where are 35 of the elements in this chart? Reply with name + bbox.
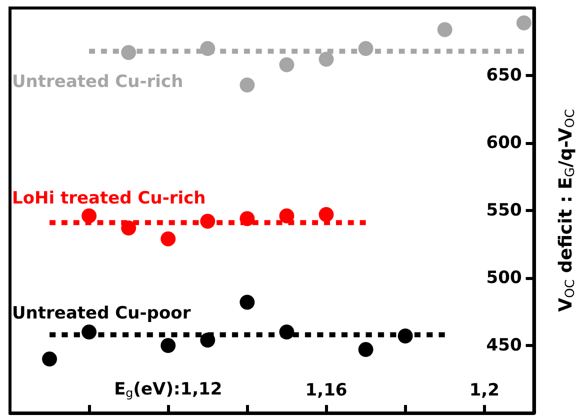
point bbox=[121, 220, 136, 236]
point bbox=[358, 41, 374, 56]
y-tick-label: 500 bbox=[486, 268, 522, 288]
point bbox=[42, 352, 58, 366]
series-label: LoHi treated Cu-rich bbox=[12, 188, 206, 208]
point bbox=[240, 294, 255, 310]
point bbox=[200, 41, 216, 56]
point bbox=[160, 231, 176, 246]
y-tick-label: 550 bbox=[486, 200, 522, 220]
point bbox=[279, 208, 294, 224]
point bbox=[240, 211, 255, 226]
x-tick-label: 1,2 bbox=[469, 380, 500, 400]
point bbox=[160, 338, 176, 353]
point bbox=[240, 77, 255, 92]
x-tick-label: Eg(eV):1,12 bbox=[114, 380, 222, 400]
point bbox=[437, 22, 452, 38]
series-label: Untreated Cu-rich bbox=[12, 72, 184, 92]
y-axis-title: VOC deficit : EG/q-VOC bbox=[555, 108, 577, 312]
point bbox=[121, 45, 136, 60]
point bbox=[82, 324, 97, 340]
point bbox=[82, 208, 97, 224]
point bbox=[279, 324, 294, 340]
point bbox=[398, 328, 413, 344]
point bbox=[358, 342, 374, 358]
series-label: Untreated Cu-poor bbox=[12, 304, 192, 324]
y-tick-label: 450 bbox=[486, 336, 522, 356]
point bbox=[279, 57, 294, 72]
point bbox=[318, 52, 334, 67]
y-tick-label: 600 bbox=[486, 133, 522, 153]
point bbox=[200, 332, 216, 348]
point bbox=[318, 207, 334, 222]
y-tick-label: 650 bbox=[486, 66, 522, 86]
point bbox=[516, 15, 532, 30]
x-tick-label: 1,16 bbox=[305, 380, 348, 400]
point bbox=[200, 214, 216, 229]
